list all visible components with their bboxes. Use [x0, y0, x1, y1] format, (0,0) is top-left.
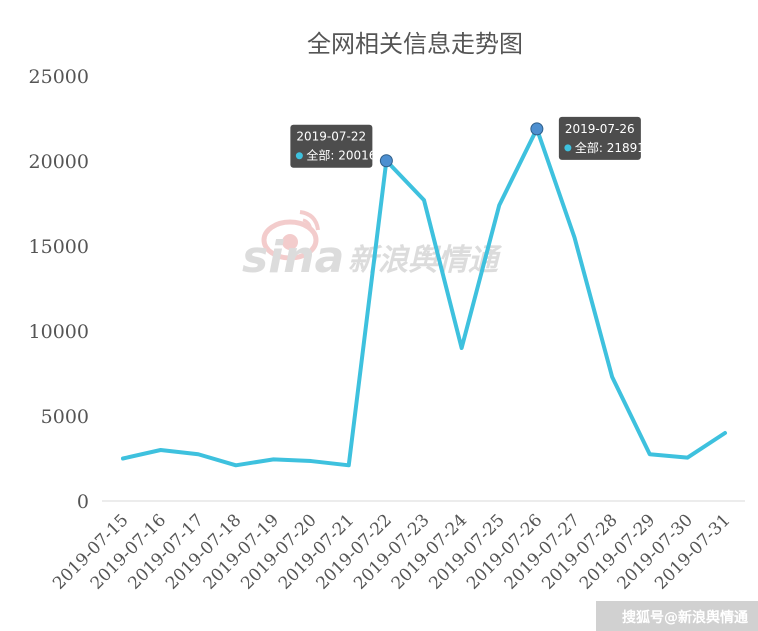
y-tick-label: 10000 — [29, 321, 89, 343]
tooltip-value: 全部: 21891 — [575, 140, 645, 155]
chart-title: 全网相关信息走势图 — [307, 30, 523, 58]
series-line — [121, 126, 727, 468]
footer-badge: 搜狐号@新浪舆情通 — [596, 601, 758, 631]
tooltip: 2019-07-22 全部: 20016 — [290, 124, 376, 168]
highlight-point[interactable] — [530, 122, 544, 136]
footer-text: 搜狐号@新浪舆情通 — [622, 609, 748, 626]
tooltips: 2019-07-22 全部: 20016 2019-07-26 全部: 21891 — [290, 116, 645, 168]
tooltip: 2019-07-26 全部: 21891 — [558, 116, 645, 160]
y-tick-label: 15000 — [29, 236, 89, 258]
tooltip-date: 2019-07-26 — [565, 122, 635, 136]
tooltip-value: 全部: 20016 — [306, 148, 376, 163]
y-tick-label: 0 — [77, 491, 89, 513]
y-tick-label: 5000 — [41, 406, 89, 428]
y-tick-label: 25000 — [29, 66, 89, 88]
y-tick-label: 20000 — [29, 151, 89, 173]
series — [121, 126, 727, 468]
watermark-logo-text: sina — [242, 232, 344, 283]
tooltip-box — [290, 124, 373, 168]
sina-eye-logo — [261, 210, 320, 261]
tooltip-date: 2019-07-22 — [296, 130, 366, 144]
tooltip-series-dot — [564, 144, 572, 152]
highlight-point[interactable] — [379, 154, 393, 168]
tooltip-box — [558, 116, 641, 160]
tooltip-series-dot — [295, 152, 303, 160]
